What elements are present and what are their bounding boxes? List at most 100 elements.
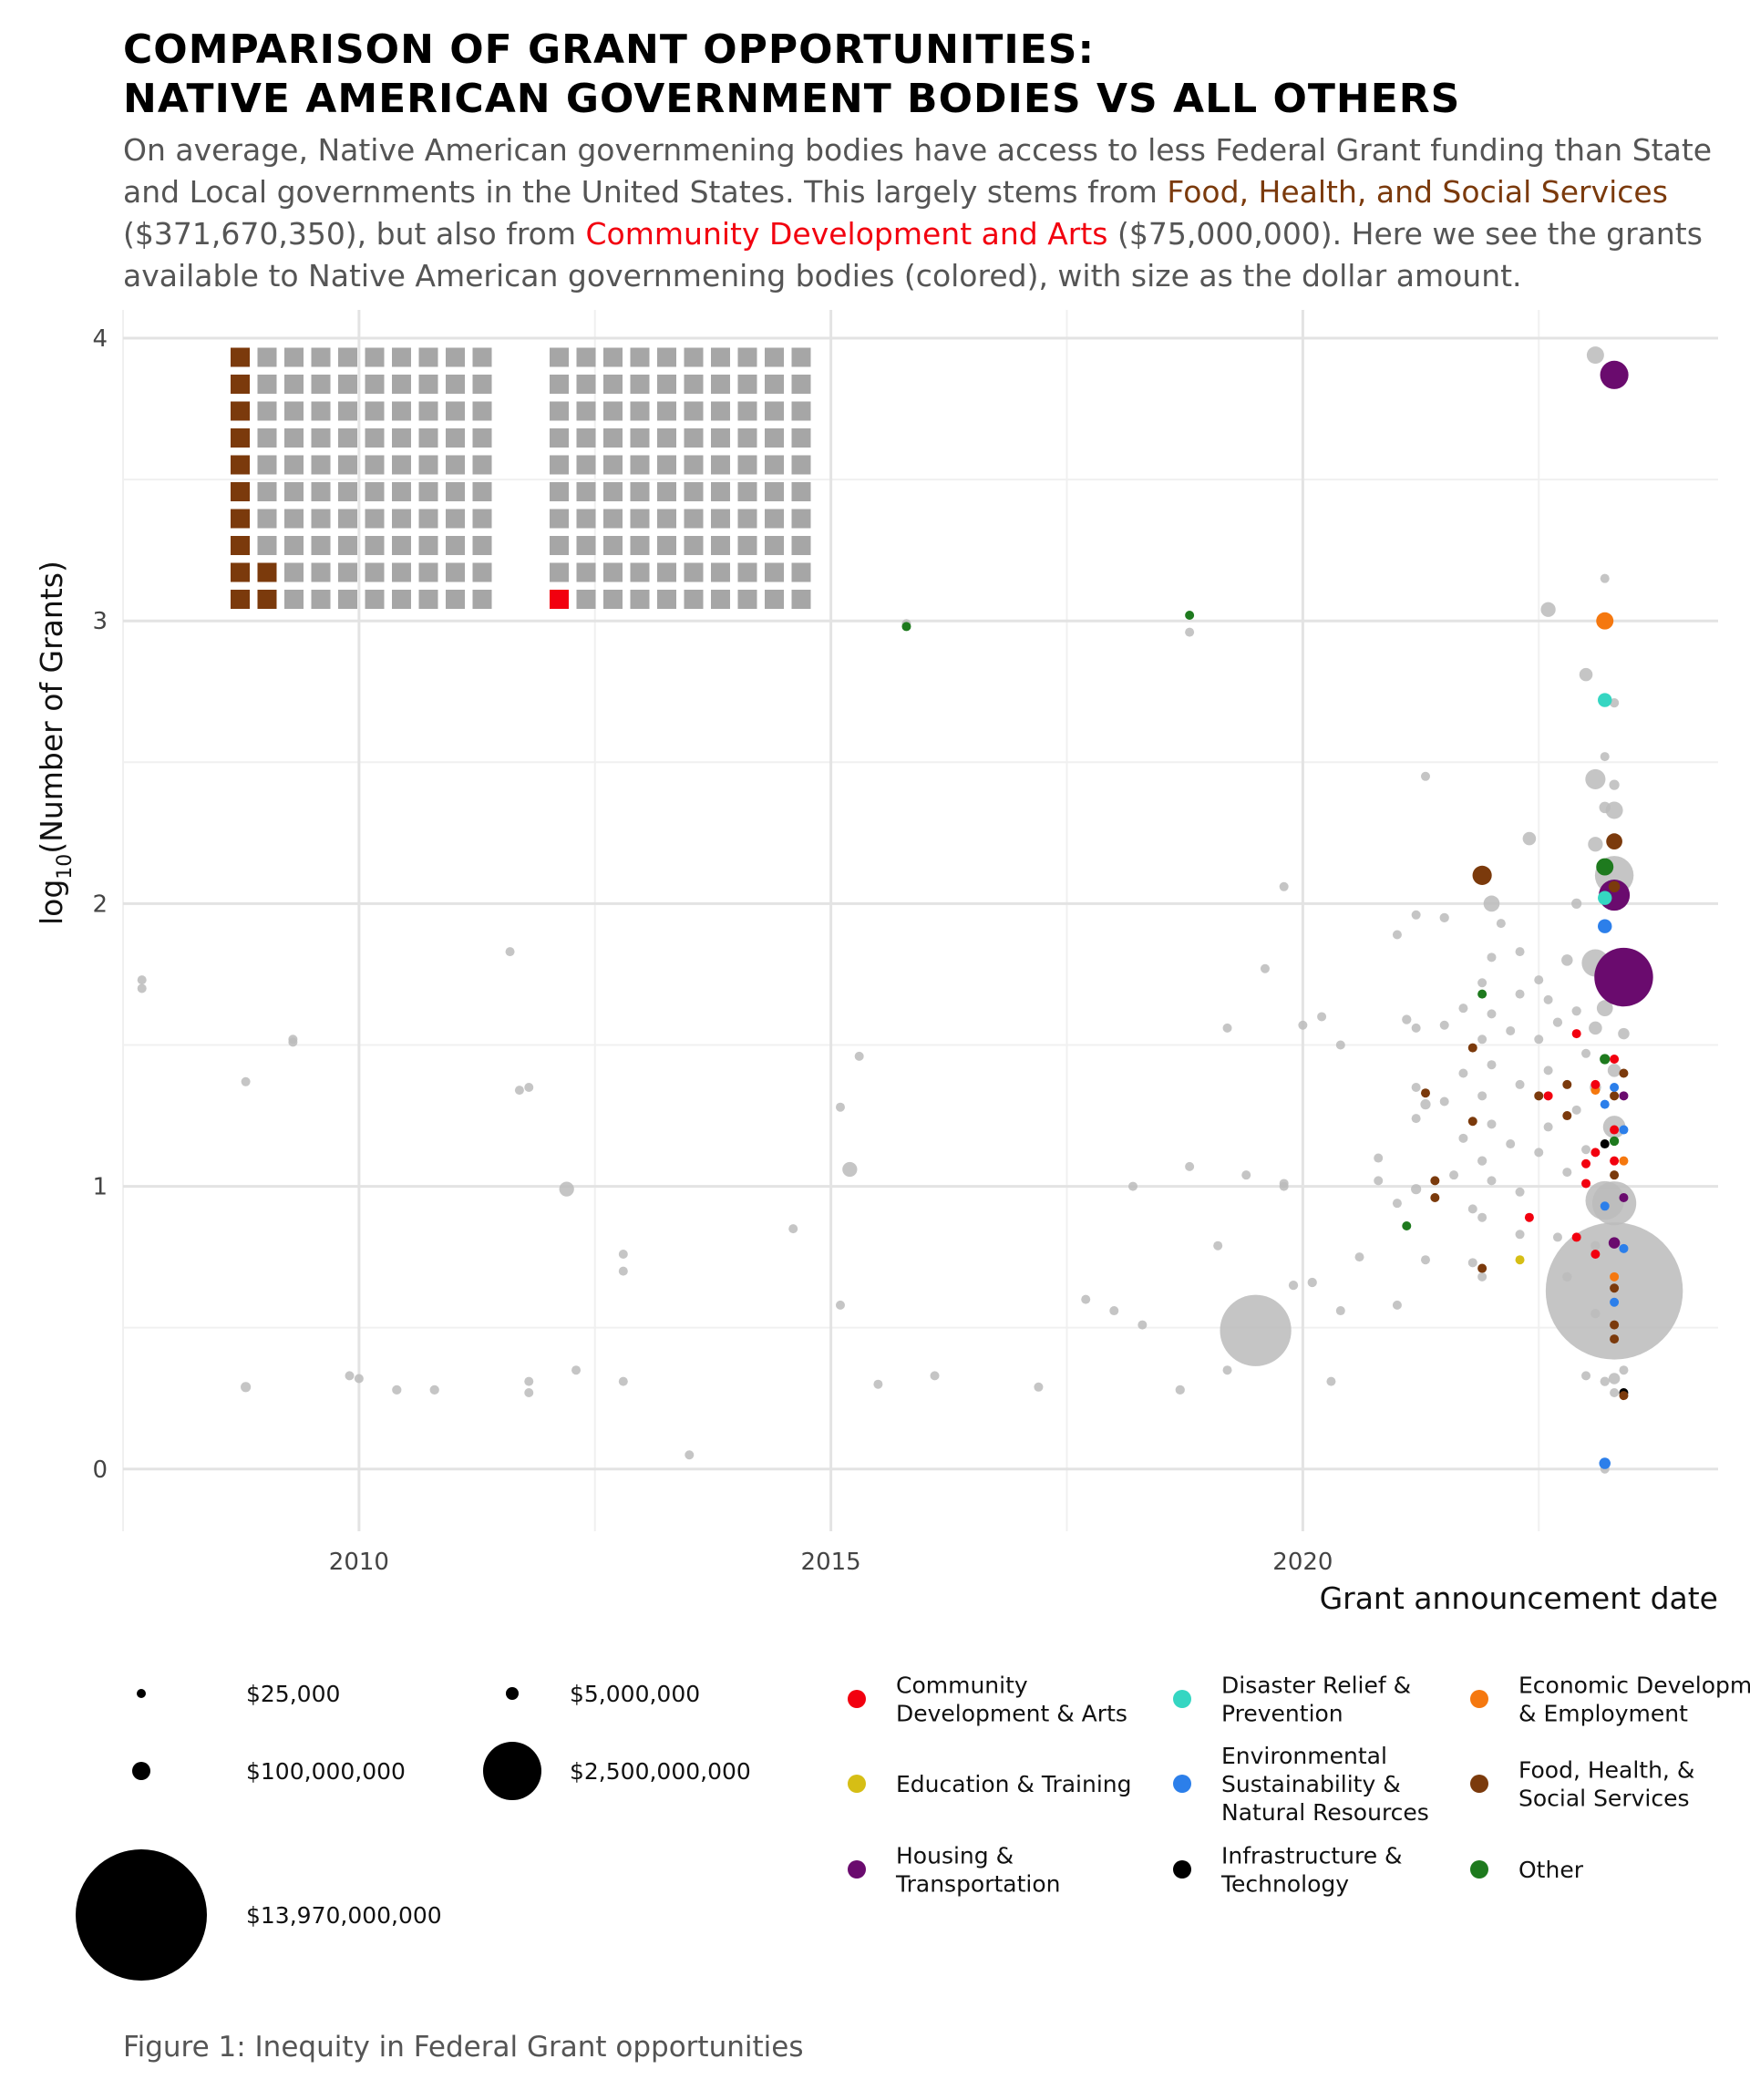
grant-point-other	[1483, 895, 1500, 912]
size-legend-circle	[132, 1762, 150, 1780]
waffle-cell	[257, 509, 277, 529]
chart-title-line-1: Comparison of grant opportunities:	[123, 26, 1096, 73]
grant-point-other	[1610, 1388, 1620, 1398]
waffle-cell	[392, 562, 411, 582]
chart-subtitle: On average, Native American governmening…	[123, 129, 1727, 297]
waffle-cell	[392, 375, 411, 394]
grant-point-native	[1610, 1170, 1620, 1180]
grant-point-native	[1600, 1201, 1610, 1211]
grant-point-other	[137, 983, 147, 993]
waffle-cell	[392, 590, 411, 609]
waffle-cell	[576, 347, 596, 367]
grant-point-other	[288, 1037, 298, 1047]
waffle-cell	[472, 401, 492, 421]
grant-point-other	[1467, 1258, 1477, 1268]
waffle-cell	[231, 347, 250, 367]
grant-point-other	[1552, 1017, 1563, 1027]
waffle-cell	[603, 375, 623, 394]
size-legend-label: $5,000,000	[570, 1681, 700, 1707]
y-axis-title-base: 10	[54, 854, 77, 880]
grant-point-other	[514, 1086, 524, 1096]
color-legend-item: Other	[1470, 1857, 1584, 1883]
grant-point-other	[1109, 1306, 1119, 1316]
waffle-cell	[311, 401, 331, 421]
grant-point-other	[1496, 919, 1506, 929]
grant-point-other	[1081, 1294, 1091, 1304]
waffle-cell	[603, 482, 623, 501]
waffle-cell	[338, 590, 357, 609]
grant-point-native	[1598, 919, 1612, 933]
grant-point-other	[1439, 1096, 1449, 1107]
subtitle-highlight-food: Food, Health, and Social Services	[1167, 174, 1668, 210]
grant-point-native	[1619, 1125, 1629, 1135]
waffle-cell	[657, 401, 676, 421]
waffle-cell	[284, 590, 304, 609]
grant-point-other	[1374, 1153, 1384, 1163]
waffle-cell	[630, 347, 650, 367]
others-points	[137, 346, 1683, 1474]
grant-point-other	[1552, 1232, 1562, 1242]
grant-point-other	[1506, 1139, 1516, 1149]
grant-point-other	[1619, 1365, 1629, 1375]
waffle-cell	[630, 509, 650, 529]
waffle-cell	[737, 536, 757, 555]
grant-point-other	[1420, 1099, 1431, 1110]
grant-point-native	[1467, 1043, 1477, 1053]
grant-point-other	[1515, 1230, 1525, 1240]
waffle-cell	[737, 562, 757, 582]
color-legend-label: Social Services	[1518, 1786, 1690, 1812]
waffle-cell	[472, 455, 492, 475]
waffle-cell	[684, 536, 704, 555]
grant-point-native	[1619, 1192, 1629, 1202]
waffle-cell	[392, 347, 411, 367]
grant-point-other	[618, 1250, 628, 1260]
grant-point-other	[618, 1266, 628, 1276]
waffle-cell	[791, 455, 811, 475]
waffle-cell	[338, 482, 357, 501]
subtitle-part-3: ($75,000,000). Here we see the grants av…	[123, 216, 1703, 293]
grant-point-native	[1185, 611, 1195, 620]
waffle-cell	[365, 482, 385, 501]
color-legend-swatch	[1173, 1690, 1191, 1708]
waffle-cell	[338, 536, 357, 555]
waffle-cell	[446, 401, 465, 421]
waffle-cell	[550, 401, 569, 421]
waffle-cell	[765, 482, 784, 501]
color-legend-label: Technology	[1220, 1871, 1349, 1898]
grant-point-native	[1610, 1297, 1620, 1307]
grant-point-other	[1288, 1280, 1299, 1291]
waffle-cell	[257, 536, 277, 555]
subtitle-part-1: On average, Native American governmening…	[123, 132, 1713, 210]
grant-point-other	[1487, 952, 1497, 962]
waffle-cell	[630, 401, 650, 421]
grant-point-other	[1599, 801, 1611, 814]
waffle-cell	[791, 375, 811, 394]
waffle-cell	[365, 428, 385, 448]
grant-point-other	[873, 1379, 883, 1389]
grant-point-native	[1610, 1334, 1620, 1344]
waffle-chart	[231, 347, 492, 609]
waffle-cell	[338, 375, 357, 394]
grant-point-other	[1034, 1382, 1044, 1392]
waffle-cell	[576, 590, 596, 609]
waffle-cell	[576, 455, 596, 475]
waffle-cell	[684, 455, 704, 475]
waffle-cell	[418, 375, 438, 394]
grant-point-native	[1610, 1083, 1620, 1093]
waffle-cell	[418, 482, 438, 501]
waffle-cell	[231, 375, 250, 394]
waffle-cell	[472, 375, 492, 394]
waffle-cell	[576, 401, 596, 421]
grant-point-other	[524, 1083, 534, 1093]
grid	[122, 310, 1718, 1531]
color-legend-label: Economic Developm	[1518, 1673, 1750, 1699]
waffle-cell	[603, 347, 623, 367]
grant-point-native	[1610, 1271, 1620, 1282]
size-legend-label: $2,500,000,000	[570, 1758, 751, 1785]
size-legend-label: $25,000	[246, 1681, 340, 1707]
grant-point-native	[1524, 1212, 1534, 1222]
size-legend-circle	[483, 1742, 541, 1800]
waffle-cell	[550, 455, 569, 475]
grant-point-other	[1543, 1122, 1553, 1132]
